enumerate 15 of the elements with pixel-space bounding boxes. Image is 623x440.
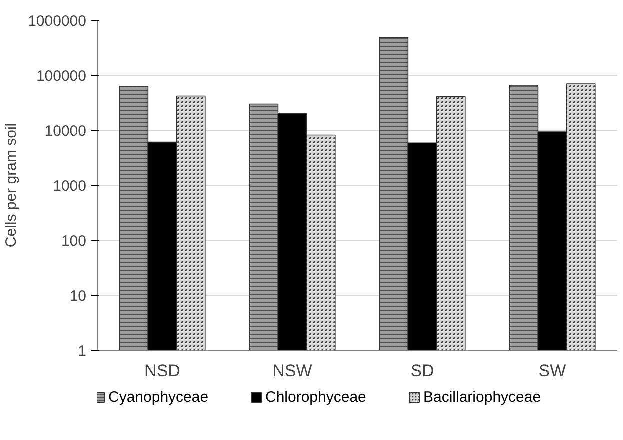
- y-tick-label: 1000: [53, 178, 87, 195]
- y-tick-label: 1: [78, 343, 86, 360]
- x-tick-label: NSD: [144, 362, 180, 380]
- x-tick-label: SW: [538, 362, 566, 380]
- y-tick-label: 10000: [44, 123, 87, 140]
- x-tick-label: NSW: [272, 362, 312, 380]
- x-tick-label: SD: [410, 362, 434, 380]
- y-tick-label: 10: [70, 288, 87, 305]
- legend-label: Cyanophyceae: [108, 389, 209, 406]
- y-tick-label: 1000000: [28, 13, 87, 30]
- y-axis-title: Cells per gram soil: [3, 123, 20, 248]
- legend-label: Chlorophyceae: [266, 389, 366, 406]
- y-tick-label: 100: [61, 233, 87, 250]
- legend-label: Bacillariophyceae: [424, 389, 542, 406]
- y-tick-label: 100000: [36, 68, 87, 85]
